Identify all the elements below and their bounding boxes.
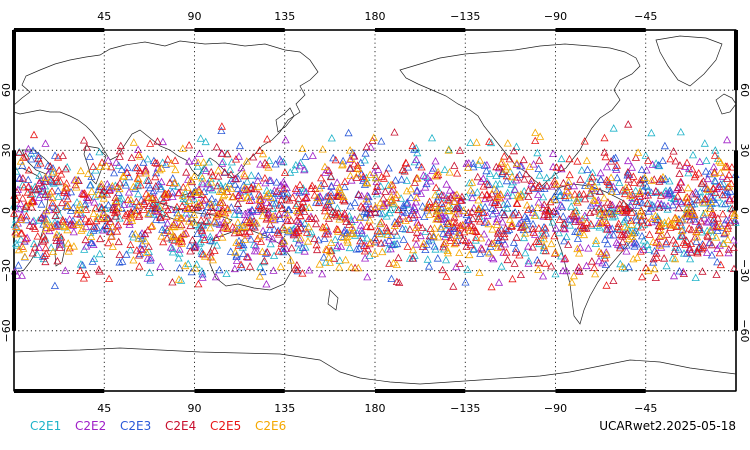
coastline-antarctica — [13, 347, 737, 385]
bottom-longitude-label: −135 — [450, 402, 480, 415]
bottom-longitude-label: −45 — [634, 402, 657, 415]
frame-bar-right — [734, 150, 738, 211]
left-latitude-label: −60 — [0, 319, 13, 342]
top-longitude-label: −45 — [634, 10, 657, 23]
frame-bar-top — [14, 28, 105, 32]
legend-item-c2e1: C2E1 — [30, 419, 61, 433]
top-longitude-label: 45 — [97, 10, 111, 23]
right-latitude-label: −30 — [738, 259, 750, 282]
frame-bar-top — [194, 28, 285, 32]
coastline-australia — [209, 229, 293, 291]
bottom-longitude-label: 135 — [274, 402, 295, 415]
legend-item-c2e5: C2E5 — [210, 419, 241, 433]
frame-bar-top — [375, 28, 466, 32]
left-latitude-label: 60 — [0, 83, 13, 97]
frame-bar-left — [12, 30, 16, 91]
frame-bar-bottom — [14, 389, 105, 393]
right-latitude-label: 0 — [738, 207, 750, 214]
left-latitude-label: 0 — [0, 207, 13, 214]
grid-lines — [12, 28, 738, 393]
dataset-label: UCARwet2.2025-05-18 — [599, 419, 736, 433]
right-latitude-label: 30 — [738, 143, 750, 157]
coastline-japan — [275, 107, 295, 133]
coastline-new-zealand — [327, 289, 339, 311]
left-latitude-labels: 60 30 0 −30 −60 — [0, 83, 13, 342]
legend: C2E1 C2E2 C2E3 C2E4 C2E5 C2E6 — [30, 419, 286, 433]
bottom-longitude-labels: 45 90 135 180 −135 −90 −45 — [97, 402, 657, 415]
coastline-greenland — [655, 35, 723, 87]
left-latitude-label: −30 — [0, 259, 13, 282]
bottom-longitude-label: −90 — [544, 402, 567, 415]
frame-bar-left — [12, 270, 16, 331]
coastline-south-america — [547, 183, 641, 325]
legend-item-c2e4: C2E4 — [165, 419, 196, 433]
frame-bar-bottom — [194, 389, 285, 393]
bottom-longitude-label: 180 — [365, 402, 386, 415]
legend-item-c2e2: C2E2 — [75, 419, 106, 433]
top-longitude-label: −135 — [450, 10, 480, 23]
top-longitude-labels: 45 90 135 180 −135 −90 −45 — [97, 10, 657, 23]
top-longitude-label: 135 — [274, 10, 295, 23]
top-longitude-label: 90 — [188, 10, 202, 23]
right-latitude-label: 60 — [738, 83, 750, 97]
top-longitude-label: −90 — [544, 10, 567, 23]
coastline-europe-west — [715, 93, 737, 115]
frame-bar-bottom — [375, 389, 466, 393]
observation-triangles-c2e6 — [12, 128, 739, 286]
top-longitude-label: 180 — [365, 10, 386, 23]
legend-item-c2e3: C2E3 — [120, 419, 151, 433]
right-latitude-label: −60 — [738, 319, 750, 342]
frame-bar-right — [734, 30, 738, 91]
left-latitude-label: 30 — [0, 143, 13, 157]
bottom-longitude-label: 45 — [97, 402, 111, 415]
frame-bar-left — [12, 150, 16, 211]
bottom-longitude-label: 90 — [188, 402, 202, 415]
right-latitude-labels: 60 30 0 −30 −60 — [738, 83, 750, 342]
frame-bar-bottom — [555, 389, 646, 393]
frame-bar-right — [734, 270, 738, 331]
coastline-indonesia — [149, 199, 233, 227]
frame-bar-top — [555, 28, 646, 32]
legend-item-c2e6: C2E6 — [255, 419, 286, 433]
observation-markers — [10, 120, 740, 291]
